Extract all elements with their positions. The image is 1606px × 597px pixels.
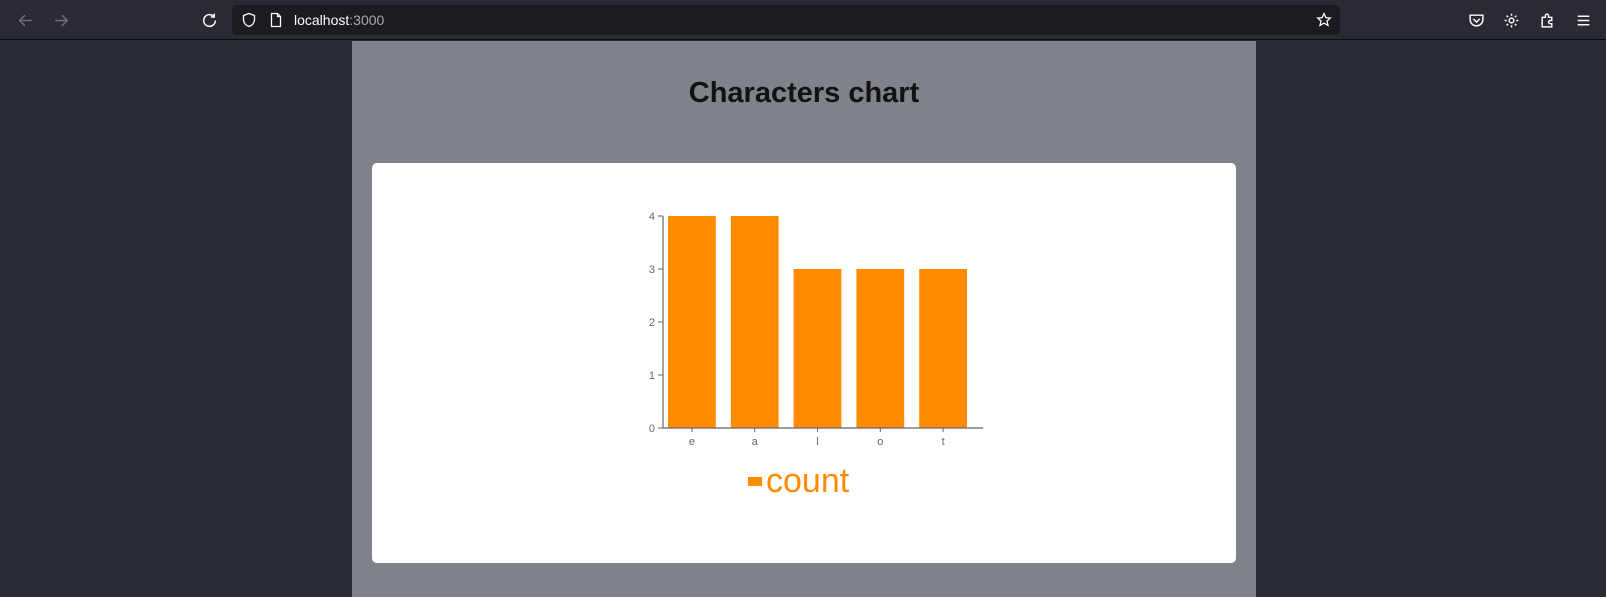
gear-icon (1504, 13, 1518, 27)
puzzle-icon (1540, 12, 1552, 28)
hamburger-menu-icon (1577, 15, 1589, 25)
settings-button[interactable] (1497, 6, 1525, 34)
browser-toolbar: localhost:3000 (0, 0, 1606, 40)
chart-bar (793, 269, 842, 428)
reload-button[interactable] (195, 6, 223, 34)
y-tick-label: 1 (649, 370, 655, 382)
url-port: :3000 (349, 12, 385, 28)
bookmark-star-icon[interactable] (1315, 11, 1333, 29)
extensions-button[interactable] (1533, 6, 1561, 34)
page-icon[interactable] (267, 11, 285, 29)
shield-icon[interactable] (240, 11, 258, 29)
x-tick-label: o (877, 436, 883, 448)
forward-button[interactable] (47, 6, 75, 34)
x-tick-label: a (752, 436, 759, 448)
back-button[interactable] (11, 6, 39, 34)
url-host: localhost (294, 12, 350, 28)
legend-swatch (748, 476, 762, 486)
bar-chart: 0 1 2 3 4 e a l o t (649, 211, 983, 448)
page-content: Characters chart 0 1 2 3 4 e a l o t count (352, 41, 1256, 597)
url-text[interactable]: localhost:3000 (294, 12, 384, 28)
pocket-icon (1468, 13, 1484, 27)
arrow-left-icon (18, 14, 32, 26)
address-bar[interactable]: localhost:3000 (232, 5, 1340, 35)
chart-card: 0 1 2 3 4 e a l o t count (372, 163, 1236, 563)
chart-bar (730, 216, 779, 428)
chart-bar (919, 269, 967, 428)
y-tick-label: 2 (649, 317, 655, 329)
page-title: Characters chart (688, 77, 920, 109)
y-tick-label: 4 (649, 211, 655, 223)
menu-button[interactable] (1569, 6, 1597, 34)
x-tick-label: t (942, 436, 945, 448)
y-tick-label: 0 (649, 423, 655, 435)
pocket-button[interactable] (1462, 6, 1490, 34)
legend-label: count (766, 462, 850, 500)
chart-bar (668, 216, 716, 428)
reload-icon (202, 13, 216, 27)
chart-bar (856, 269, 905, 428)
x-tick-label: e (689, 436, 695, 448)
chart-legend: count (748, 461, 849, 501)
y-tick-label: 3 (649, 264, 655, 276)
x-tick-label: l (816, 436, 818, 448)
arrow-right-icon (54, 14, 68, 26)
